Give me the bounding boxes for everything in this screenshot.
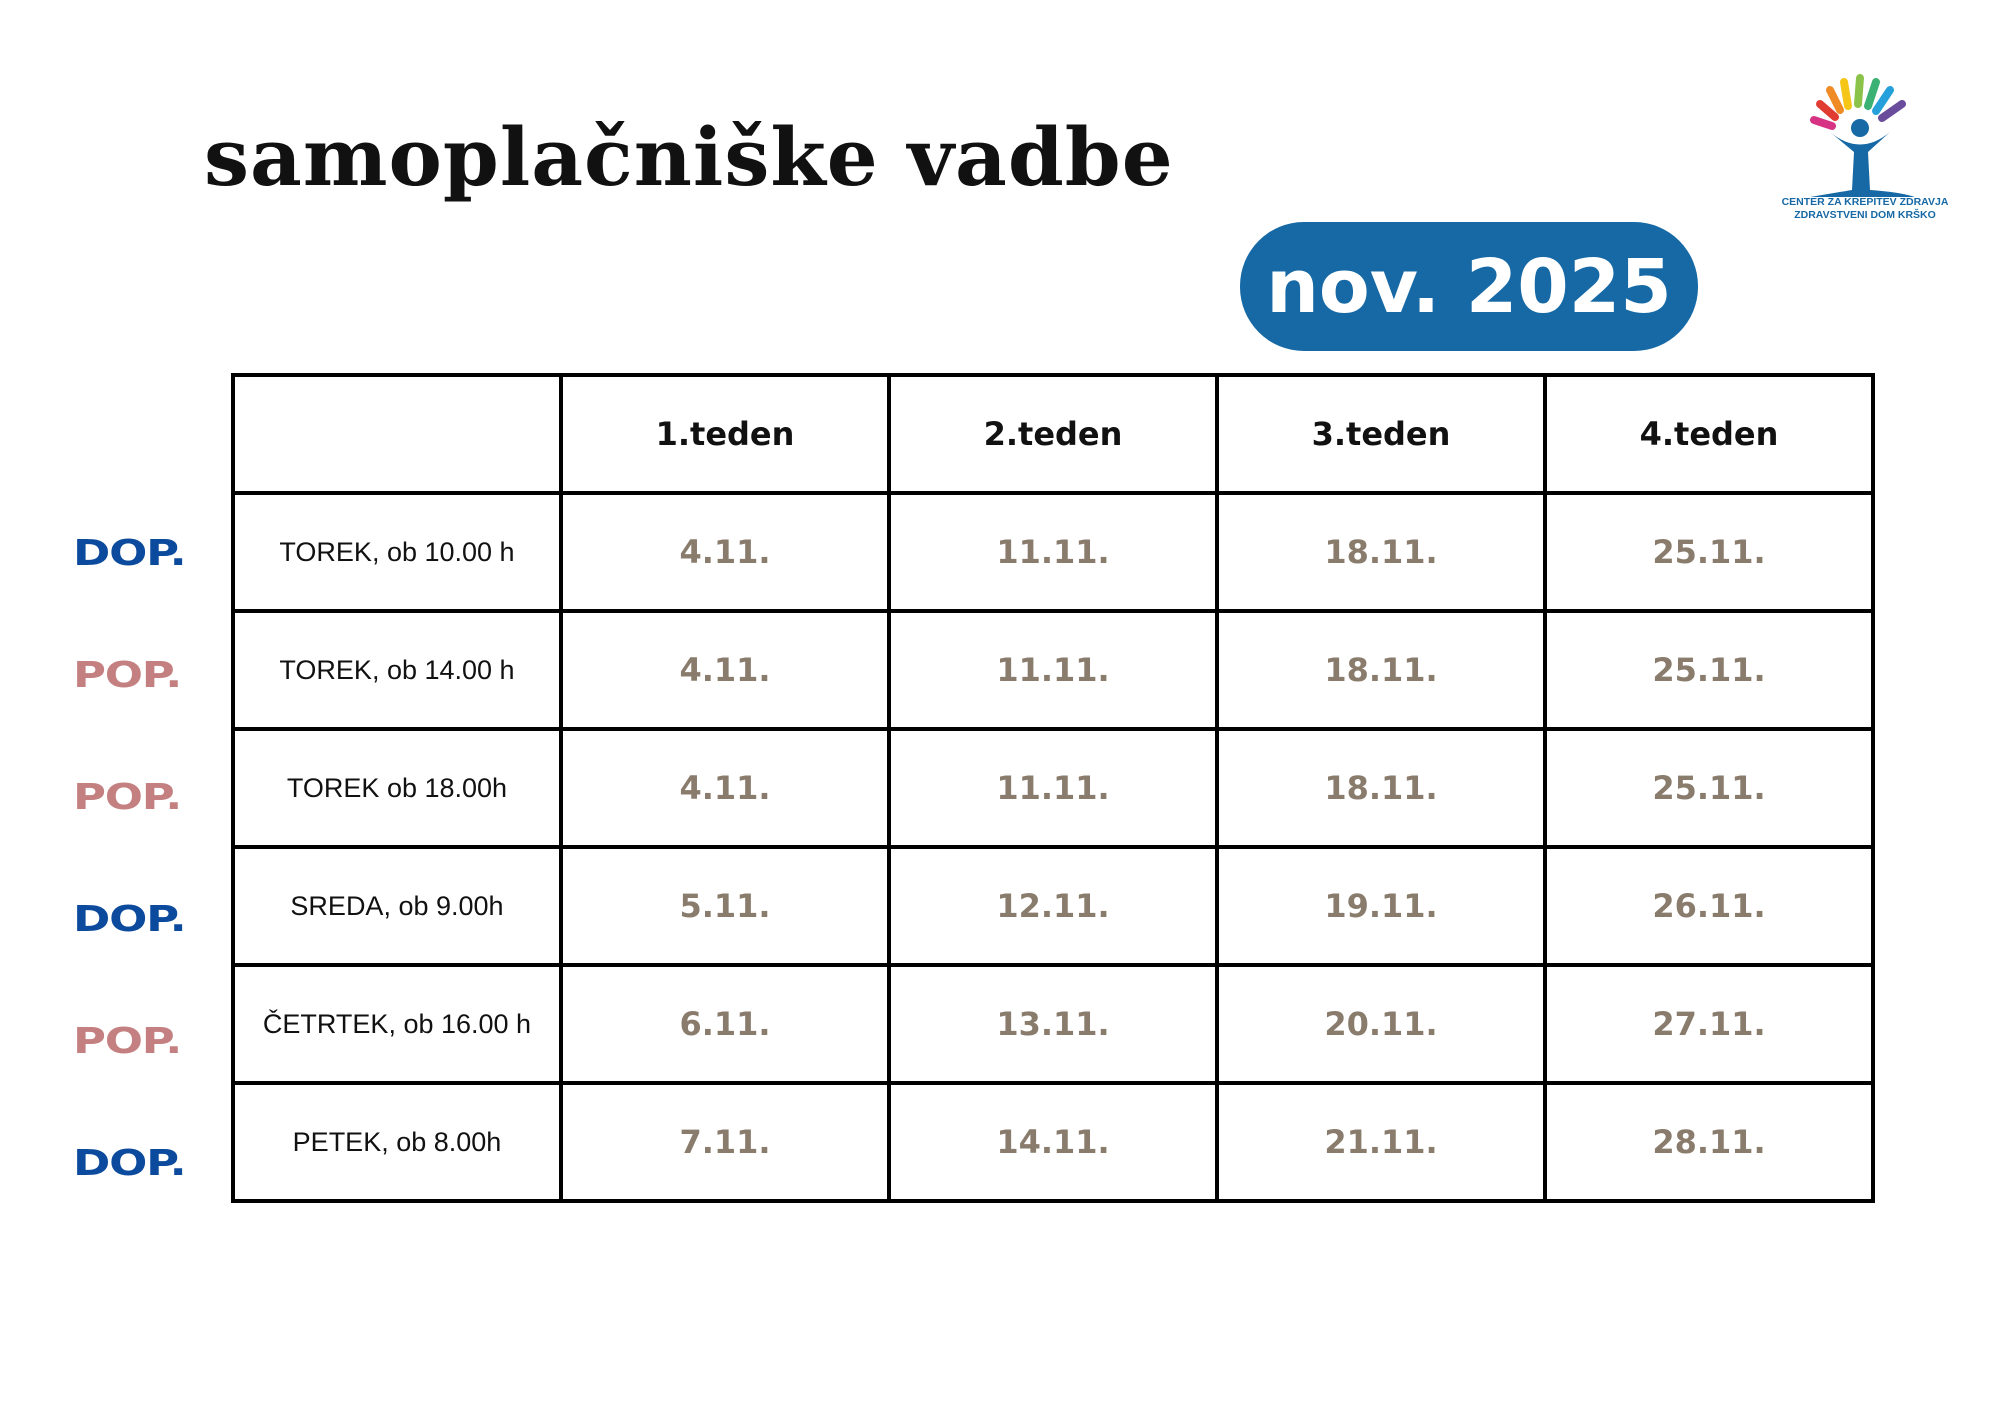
- day-cell: TOREK ob 18.00h: [231, 727, 563, 849]
- session-tag: POP.: [73, 777, 182, 818]
- day-cell: SREDA, ob 9.00h: [231, 845, 563, 967]
- date-cell: 6.11.: [559, 963, 891, 1085]
- title: samoplačniške vadbe: [204, 110, 1174, 204]
- date-cell: 4.11.: [559, 491, 891, 613]
- logo-line: ZDRAVSTVENI DOM KRŠKO: [1794, 209, 1936, 221]
- date-cell: 4.11.: [559, 727, 891, 849]
- schedule-row: TOREK, ob 14.00 h 4.11. 11.11. 18.11. 25.11.: [231, 609, 1875, 731]
- date-cell: 18.11.: [1215, 491, 1547, 613]
- date-cell: 13.11.: [887, 963, 1219, 1085]
- date-cell: 12.11.: [887, 845, 1219, 967]
- date-cell: 11.11.: [887, 727, 1219, 849]
- session-tag: DOP.: [73, 1143, 187, 1184]
- logo-line: CENTER ZA KREPITEV ZDRAVJA: [1781, 196, 1949, 208]
- session-tag: DOP.: [73, 899, 187, 940]
- session-tag: POP.: [73, 655, 182, 696]
- day-cell: ČETRTEK, ob 16.00 h: [231, 963, 563, 1085]
- corner-cell: [231, 373, 563, 495]
- date-cell: 18.11.: [1215, 609, 1547, 731]
- schedule-row: SREDA, ob 9.00h 5.11. 12.11. 19.11. 26.11.: [231, 845, 1875, 967]
- date-cell: 25.11.: [1543, 727, 1875, 849]
- logo-head: [1851, 119, 1869, 137]
- session-tag: DOP.: [73, 533, 187, 574]
- date-cell: 19.11.: [1215, 845, 1547, 967]
- date-cell: 4.11.: [559, 609, 891, 731]
- day-cell: TOREK, ob 10.00 h: [231, 491, 563, 613]
- date-cell: 7.11.: [559, 1081, 891, 1203]
- column-header: 4.teden: [1543, 373, 1875, 495]
- schedule-row: PETEK, ob 8.00h 7.11. 14.11. 21.11. 28.11.: [231, 1081, 1875, 1203]
- schedule-row: TOREK ob 18.00h 4.11. 11.11. 18.11. 25.11.: [231, 727, 1875, 849]
- date-cell: 5.11.: [559, 845, 891, 967]
- date-cell: 20.11.: [1215, 963, 1547, 1085]
- header-row: 1.teden 2.teden 3.teden 4.teden: [231, 373, 1875, 495]
- logo: [1810, 74, 1915, 197]
- month-badge: nov. 2025: [1240, 222, 1698, 351]
- date-cell: 21.11.: [1215, 1081, 1547, 1203]
- day-cell: PETEK, ob 8.00h: [231, 1081, 563, 1203]
- date-cell: 11.11.: [887, 491, 1219, 613]
- schedule-row: ČETRTEK, ob 16.00 h 6.11. 13.11. 20.11. 27.1…: [231, 963, 1875, 1085]
- schedule-row: TOREK, ob 10.00 h 4.11. 11.11. 18.11. 25.11.: [231, 491, 1875, 613]
- logo-rays: [1810, 74, 1906, 130]
- logo-text: CENTER ZA KREPITEV ZDRAVJA ZDRAVSTVENI D…: [1780, 196, 1950, 222]
- session-tag: POP.: [73, 1021, 182, 1062]
- schedule-table: 1.teden 2.teden 3.teden 4.teden TOREK, ob 10…: [231, 373, 1875, 1203]
- day-cell: TOREK, ob 14.00 h: [231, 609, 563, 731]
- logo-figure: [1810, 132, 1915, 197]
- date-cell: 25.11.: [1543, 491, 1875, 613]
- date-cell: 28.11.: [1543, 1081, 1875, 1203]
- date-cell: 14.11.: [887, 1081, 1219, 1203]
- date-cell: 18.11.: [1215, 727, 1547, 849]
- date-cell: 11.11.: [887, 609, 1219, 731]
- column-header: 2.teden: [887, 373, 1219, 495]
- date-cell: 25.11.: [1543, 609, 1875, 731]
- date-cell: 26.11.: [1543, 845, 1875, 967]
- column-header: 1.teden: [559, 373, 891, 495]
- column-header: 3.teden: [1215, 373, 1547, 495]
- date-cell: 27.11.: [1543, 963, 1875, 1085]
